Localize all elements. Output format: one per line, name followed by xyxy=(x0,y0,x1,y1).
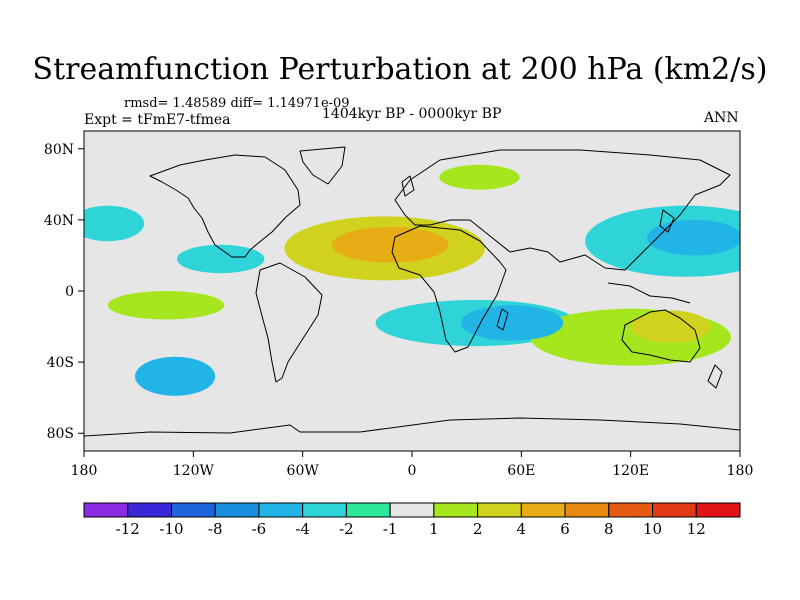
colorbar-swatch xyxy=(608,502,654,518)
anomaly-southeast-pacific xyxy=(107,291,225,320)
colorbar-label: 2 xyxy=(473,520,483,538)
x-tick-label: 180 xyxy=(71,463,98,479)
stats-label: rmsd= 1.48589 diff= 1.14971e-09 xyxy=(124,96,350,111)
y-tick-label: 80S xyxy=(47,426,74,442)
map-area xyxy=(84,131,740,451)
coast-south-america xyxy=(255,262,323,383)
y-tick-label: 40S xyxy=(47,355,74,371)
coast-new-zealand xyxy=(707,364,723,389)
x-tick-label: 60E xyxy=(507,463,535,479)
colorbar-swatch xyxy=(345,502,391,518)
coast-africa xyxy=(391,225,507,353)
colorbar-swatch xyxy=(83,502,129,518)
colorbar-label: -12 xyxy=(116,520,140,538)
colorbar-swatch xyxy=(477,502,522,518)
anomaly-northern-eurasia xyxy=(439,164,520,190)
colorbar-swatch xyxy=(433,502,479,518)
colorbar-swatch xyxy=(564,502,610,518)
colorbar-label: 4 xyxy=(517,520,527,538)
colorbar-label: 12 xyxy=(687,520,706,538)
coast-japan xyxy=(659,209,675,233)
colorbar-label: 6 xyxy=(560,520,570,538)
coast-north-america xyxy=(149,154,301,258)
colorbar-label: -10 xyxy=(159,520,183,538)
anomaly-subtropical-north-pacific xyxy=(176,244,265,274)
colorbar-swatch xyxy=(258,502,304,518)
anomaly-south-indian-ocean-low xyxy=(461,305,564,341)
x-tick-label: 0 xyxy=(408,463,417,479)
colorbar-label: -1 xyxy=(383,520,398,538)
colorbar-swatch xyxy=(389,502,435,518)
colorbar-label: -8 xyxy=(208,520,223,538)
y-tick-label: 80N xyxy=(44,142,74,158)
colorbar-swatch xyxy=(520,502,566,518)
coast-madagascar xyxy=(496,308,509,331)
y-tick-label: 0 xyxy=(65,284,74,300)
experiment-label: Expt = tFmE7-tfmea xyxy=(84,112,231,128)
colorbar-label: 10 xyxy=(643,520,662,538)
colorbar-label: -6 xyxy=(252,520,267,538)
colorbar-swatch xyxy=(302,502,347,518)
anomaly-northeast-pacific xyxy=(84,205,145,242)
coast-antarctica xyxy=(84,417,740,437)
colorbar-swatch xyxy=(214,502,260,518)
season-label: ANN xyxy=(704,110,739,126)
colorbar-swatch xyxy=(695,502,741,518)
colorbar-swatch xyxy=(652,502,697,518)
anomaly-northwest-pacific-low xyxy=(647,219,740,256)
colorbar-swatch xyxy=(127,502,172,518)
x-tick-label: 120W xyxy=(173,463,215,479)
coast-indonesia xyxy=(607,282,691,304)
colorbar-label: -2 xyxy=(339,520,354,538)
x-tick-label: 60W xyxy=(287,463,320,479)
anomaly-australia xyxy=(630,310,711,343)
coast-eurasia xyxy=(394,149,731,271)
y-tick-label: 40N xyxy=(44,213,74,229)
colorbar-swatch xyxy=(170,502,216,518)
x-tick-label: 120E xyxy=(612,463,649,479)
colorbar-label: -4 xyxy=(295,520,310,538)
chart-title: Streamfunction Perturbation at 200 hPa (… xyxy=(32,52,768,87)
coast-greenland xyxy=(299,146,346,185)
coast-british-isles xyxy=(401,175,415,197)
period-label: 1404kyr BP - 0000kyr BP xyxy=(322,106,502,122)
anomaly-north-atlantic-north-africa-high xyxy=(331,227,449,263)
colorbar-label: 8 xyxy=(604,520,614,538)
x-tick-label: 180 xyxy=(727,463,754,479)
colorbar-label: 1 xyxy=(429,520,439,538)
anomaly-south-pacific-low xyxy=(135,356,216,396)
coast-australia xyxy=(621,309,701,363)
